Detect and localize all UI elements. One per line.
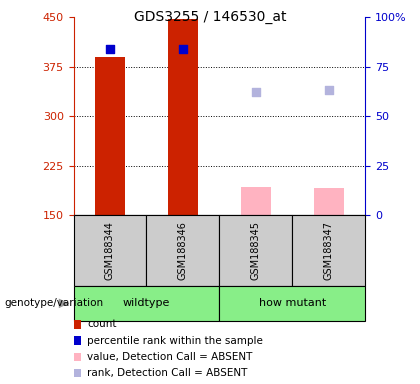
Text: GSM188345: GSM188345 <box>251 221 261 280</box>
Text: GSM188344: GSM188344 <box>105 221 115 280</box>
Bar <box>220 215 292 286</box>
Bar <box>74 286 220 321</box>
Text: wildtype: wildtype <box>123 298 170 308</box>
Bar <box>95 57 125 215</box>
Point <box>252 89 259 96</box>
Bar <box>168 19 197 215</box>
Text: value, Detection Call = ABSENT: value, Detection Call = ABSENT <box>87 352 252 362</box>
Point <box>326 88 332 94</box>
Text: percentile rank within the sample: percentile rank within the sample <box>87 336 263 346</box>
Point <box>107 46 113 52</box>
Bar <box>220 286 365 321</box>
Text: genotype/variation: genotype/variation <box>4 298 103 308</box>
Text: GDS3255 / 146530_at: GDS3255 / 146530_at <box>134 10 286 23</box>
Bar <box>147 215 220 286</box>
Text: GSM188346: GSM188346 <box>178 221 188 280</box>
Bar <box>314 188 344 215</box>
Text: GSM188347: GSM188347 <box>324 221 334 280</box>
Text: how mutant: how mutant <box>259 298 326 308</box>
Bar <box>241 187 270 215</box>
Bar <box>74 215 147 286</box>
Text: count: count <box>87 319 117 329</box>
Text: rank, Detection Call = ABSENT: rank, Detection Call = ABSENT <box>87 368 247 378</box>
Bar <box>292 215 365 286</box>
Point <box>180 46 186 52</box>
